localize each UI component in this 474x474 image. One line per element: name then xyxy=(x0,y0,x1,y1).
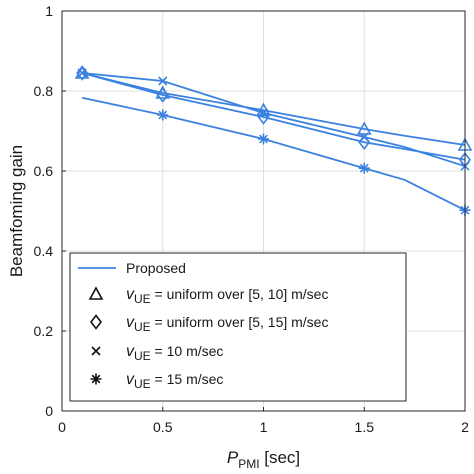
y-tick-label: 0.2 xyxy=(34,323,54,339)
legend-marker-swatch xyxy=(88,286,104,300)
legend-label: vUE = uniform over [5, 15] m/sec xyxy=(126,314,328,334)
star-marker xyxy=(358,162,370,174)
legend-text-body: = 10 m/sec xyxy=(151,343,224,359)
y-axis-title: Beamfoming gain xyxy=(7,145,26,277)
x-tick-label: 0.5 xyxy=(153,419,173,435)
series-layer xyxy=(74,65,473,216)
series-line xyxy=(81,96,466,212)
series-x xyxy=(77,68,470,171)
y-tick-label: 0 xyxy=(45,403,53,419)
legend-marker-swatch xyxy=(91,346,101,356)
triangle-marker xyxy=(88,286,104,300)
legend-label: vUE = 10 m/sec xyxy=(126,343,223,363)
star-marker xyxy=(258,133,269,145)
x-tick-label: 1 xyxy=(260,419,268,435)
star-marker xyxy=(90,373,102,385)
legend-label: vUE = uniform over [5, 10] m/sec xyxy=(126,286,328,306)
y-tick-label: 1 xyxy=(45,3,53,19)
legend-entry: vUE = 10 m/sec xyxy=(91,343,223,363)
y-tick-label: 0.8 xyxy=(34,83,54,99)
x-tick-label: 2 xyxy=(461,419,469,435)
legend-entry: vUE = uniform over [5, 10] m/sec xyxy=(88,286,328,306)
series-line xyxy=(82,72,466,168)
x-axis-title-subscript: PMI xyxy=(238,457,259,471)
legend-entry: Proposed xyxy=(78,260,186,276)
y-tick-label: 0.4 xyxy=(34,243,54,259)
legend-symbol: v xyxy=(126,343,135,360)
x-marker xyxy=(258,108,269,118)
x-marker xyxy=(158,76,168,86)
legend-marker-swatch xyxy=(90,373,102,385)
x-marker xyxy=(91,346,101,356)
legend-symbol: v xyxy=(126,286,135,303)
triangle-marker xyxy=(356,121,372,135)
legend-marker-swatch xyxy=(89,314,103,330)
x-axis-title-unit: [sec] xyxy=(260,448,301,467)
x-tick-label: 1.5 xyxy=(355,419,375,435)
legend-subscript: UE xyxy=(134,377,151,391)
star-marker xyxy=(157,109,169,121)
legend-label: vUE = 15 m/sec xyxy=(126,371,223,391)
legend-text-body: = 15 m/sec xyxy=(151,371,224,387)
tick-labels: 0 0.5 1 1.5 2 0 0.2 0.4 0.6 0.8 1 xyxy=(34,3,470,435)
diamond-marker xyxy=(76,65,89,81)
legend-label: Proposed xyxy=(126,260,186,276)
x-marker xyxy=(359,132,369,142)
legend-text-body: = uniform over [5, 15] m/sec xyxy=(151,314,329,330)
y-tick-label: 0.6 xyxy=(34,163,54,179)
diamond-marker xyxy=(156,87,169,103)
legend-subscript: UE xyxy=(134,349,151,363)
x-axis-title: PPMI [sec] xyxy=(227,448,300,471)
series-line xyxy=(81,72,466,146)
diamond-marker xyxy=(89,314,103,330)
series-line xyxy=(81,72,466,161)
diamond-marker xyxy=(257,109,270,125)
legend-symbol: v xyxy=(126,371,135,388)
legend-box xyxy=(69,252,407,402)
legend-symbol: v xyxy=(126,314,135,331)
legend-text-body: = uniform over [5, 10] m/sec xyxy=(151,286,329,302)
legend-subscript: UE xyxy=(134,292,151,306)
x-axis-title-symbol: P xyxy=(227,448,239,467)
x-marker xyxy=(77,68,87,78)
legend-entry: vUE = uniform over [5, 15] m/sec xyxy=(89,314,328,334)
series-diamond xyxy=(76,65,472,168)
legend-subscript: UE xyxy=(134,320,151,334)
legend-entry: vUE = 15 m/sec xyxy=(90,371,223,391)
x-tick-label: 0 xyxy=(58,419,66,435)
